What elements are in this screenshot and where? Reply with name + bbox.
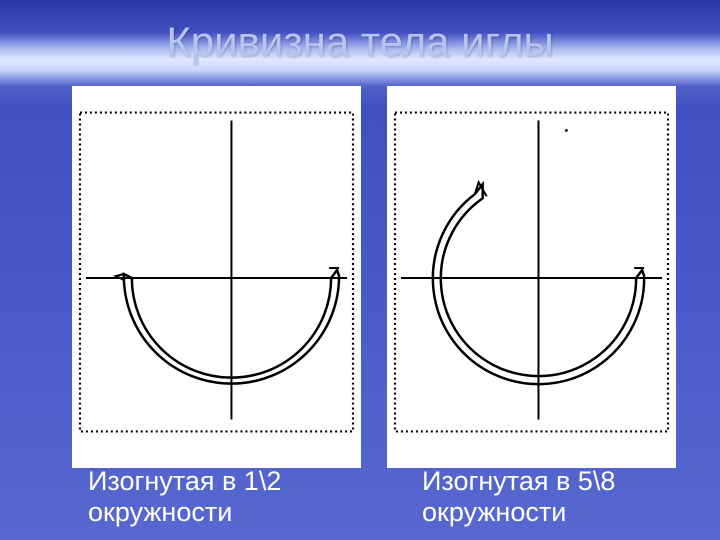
half-circle-svg [72,86,361,468]
caption-five-eighths: Изогнутая в 5\8окружности [422,466,615,528]
page-title: Кривизна тела иглы [0,18,720,66]
panels-row [72,86,676,468]
caption-half: Изогнутая в 1\2окружности [88,466,281,528]
panel-half-circle [72,86,361,468]
five-eighths-svg [387,86,676,468]
panel-five-eighths [387,86,676,468]
